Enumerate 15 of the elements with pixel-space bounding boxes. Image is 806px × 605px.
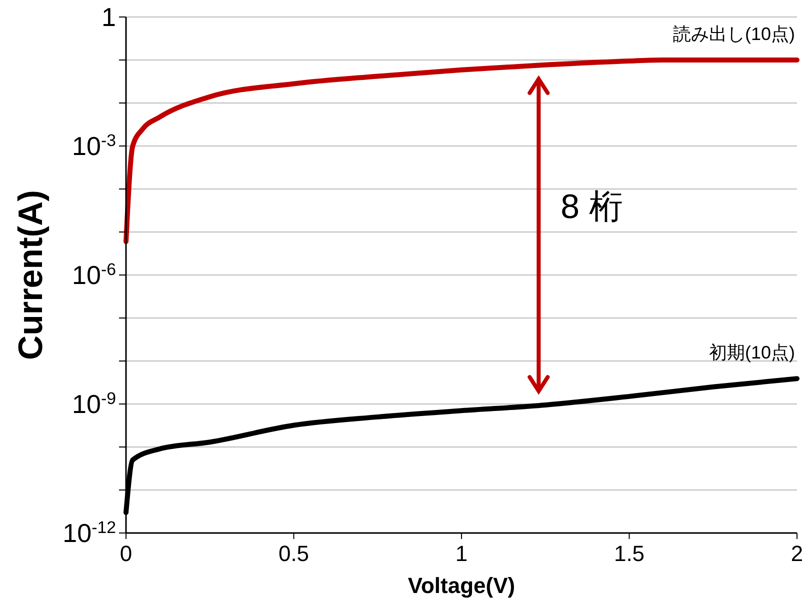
x-tick-label: 1 [455, 541, 468, 566]
y-tick-label: 10$^{-12}$ [62, 518, 116, 548]
x-tick-label: 2 [790, 541, 804, 566]
x-axis-title: Voltage(V) [408, 573, 516, 598]
y-axis-title: Current(A) [12, 190, 50, 360]
y-tick-label: 1 [102, 2, 116, 32]
series-label: 読み出し(10点) [672, 24, 795, 44]
x-tick-label: 0.5 [278, 541, 310, 566]
y-tick-label: 10$^{-6}$ [72, 260, 116, 290]
annotation: 8 桁 [560, 188, 624, 226]
y-tick-label: 10$^{-9}$ [72, 388, 116, 420]
x-tick-label: 0 [120, 541, 132, 566]
x-tick-label: 1.5 [614, 541, 645, 566]
y-tick-label: 10$^{-3}$ [72, 130, 116, 162]
series-label: 初期(10点) [708, 342, 795, 363]
